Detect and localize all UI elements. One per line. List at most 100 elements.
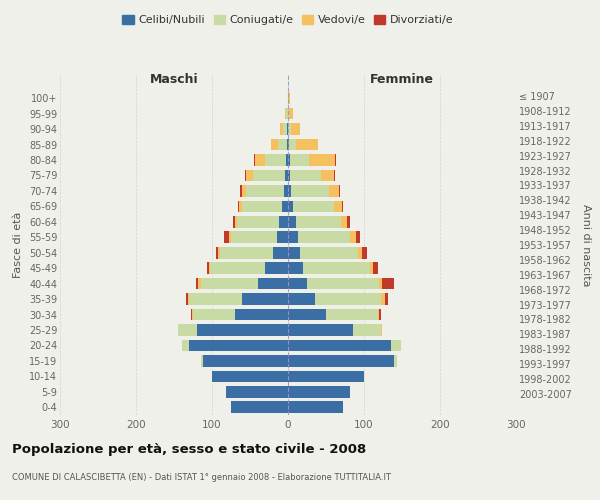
Bar — [202, 355, 203, 366]
Bar — [288, 185, 291, 196]
Bar — [199, 278, 200, 289]
Bar — [278, 138, 287, 150]
Bar — [257, 278, 288, 289]
Bar — [300, 247, 358, 258]
Bar — [293, 200, 334, 212]
Bar — [218, 247, 220, 258]
Bar — [288, 402, 343, 413]
Bar — [382, 278, 394, 289]
Bar — [253, 170, 285, 181]
Bar — [231, 232, 277, 243]
Bar — [288, 262, 303, 274]
Bar — [288, 170, 290, 181]
Bar — [216, 247, 218, 258]
Bar — [280, 124, 283, 135]
Bar — [286, 108, 288, 120]
Bar — [291, 185, 329, 196]
Text: COMUNE DI CALASCIBETTA (EN) - Dati ISTAT 1° gennaio 2008 - Elaborazione TUTTITAL: COMUNE DI CALASCIBETTA (EN) - Dati ISTAT… — [12, 472, 391, 482]
Bar — [334, 170, 335, 181]
Bar — [277, 232, 288, 243]
Bar — [379, 308, 381, 320]
Bar — [288, 278, 307, 289]
Bar — [226, 386, 288, 398]
Bar — [326, 308, 377, 320]
Bar — [288, 232, 298, 243]
Legend: Celibi/Nubili, Coniugati/e, Vedovi/e, Divorziati/e: Celibi/Nubili, Coniugati/e, Vedovi/e, Di… — [118, 10, 458, 30]
Bar — [286, 154, 288, 166]
Bar — [347, 216, 350, 228]
Bar — [290, 170, 320, 181]
Bar — [235, 216, 237, 228]
Bar — [273, 247, 288, 258]
Bar — [246, 170, 253, 181]
Bar — [334, 200, 342, 212]
Bar — [308, 154, 335, 166]
Bar — [288, 308, 326, 320]
Bar — [356, 232, 360, 243]
Bar — [288, 340, 391, 351]
Bar — [285, 170, 288, 181]
Bar — [385, 294, 388, 305]
Bar — [370, 262, 373, 274]
Bar — [288, 92, 290, 104]
Bar — [288, 154, 290, 166]
Bar — [182, 340, 189, 351]
Bar — [288, 355, 394, 366]
Bar — [282, 200, 288, 212]
Bar — [289, 138, 296, 150]
Bar — [350, 232, 356, 243]
Bar — [288, 247, 300, 258]
Bar — [212, 370, 288, 382]
Bar — [254, 154, 265, 166]
Bar — [288, 216, 296, 228]
Bar — [289, 108, 293, 120]
Bar — [283, 124, 287, 135]
Bar — [242, 294, 288, 305]
Bar — [265, 154, 286, 166]
Bar — [233, 216, 235, 228]
Bar — [265, 262, 288, 274]
Bar — [237, 216, 279, 228]
Bar — [189, 340, 288, 351]
Bar — [291, 124, 300, 135]
Y-axis label: Anni di nascita: Anni di nascita — [581, 204, 591, 286]
Bar — [188, 294, 189, 305]
Text: Maschi: Maschi — [149, 73, 199, 86]
Bar — [191, 308, 192, 320]
Bar — [196, 278, 199, 289]
Bar — [320, 170, 334, 181]
Bar — [353, 324, 382, 336]
Bar — [284, 185, 288, 196]
Bar — [245, 170, 246, 181]
Bar — [189, 294, 242, 305]
Bar — [288, 200, 293, 212]
Bar — [382, 294, 385, 305]
Bar — [394, 355, 397, 366]
Bar — [288, 386, 350, 398]
Bar — [238, 200, 239, 212]
Bar — [335, 154, 336, 166]
Bar — [242, 200, 282, 212]
Bar — [339, 185, 340, 196]
Text: Femmine: Femmine — [370, 73, 434, 86]
Bar — [296, 138, 317, 150]
Bar — [296, 216, 341, 228]
Bar — [246, 185, 284, 196]
Bar — [314, 294, 382, 305]
Bar — [197, 324, 288, 336]
Bar — [206, 262, 209, 274]
Bar — [358, 247, 362, 258]
Bar — [288, 108, 289, 120]
Bar — [288, 370, 364, 382]
Bar — [298, 232, 350, 243]
Bar — [342, 200, 343, 212]
Bar — [287, 138, 288, 150]
Text: Popolazione per età, sesso e stato civile - 2008: Popolazione per età, sesso e stato civil… — [12, 442, 366, 456]
Bar — [288, 124, 291, 135]
Bar — [379, 278, 382, 289]
Bar — [240, 185, 242, 196]
Bar — [373, 262, 377, 274]
Bar — [235, 308, 288, 320]
Bar — [377, 308, 379, 320]
Bar — [239, 200, 242, 212]
